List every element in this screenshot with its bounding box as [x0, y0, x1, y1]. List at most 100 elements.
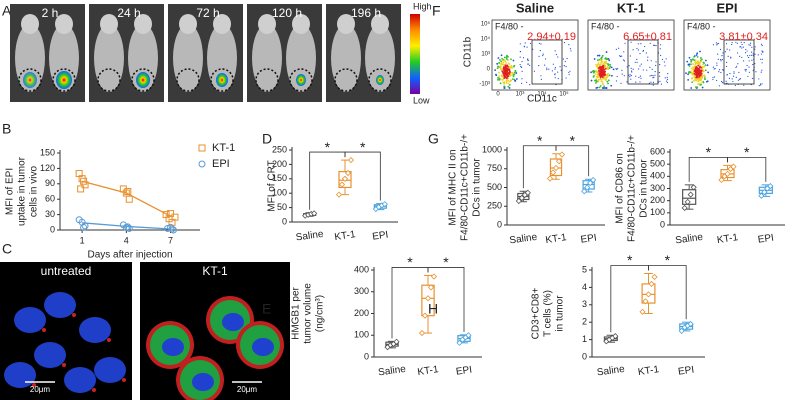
y-tick-label: 300 [650, 183, 665, 193]
mouse-body [173, 24, 203, 92]
flow-dot [752, 63, 754, 66]
y-axis-label: MFI of CD86 on [615, 153, 626, 224]
flow-dot [521, 82, 523, 84]
nucleus [162, 338, 184, 356]
flow-dot [569, 48, 572, 50]
group-title: EPI [717, 0, 738, 15]
flow-dot [599, 70, 602, 73]
y-tick-label: 0 [364, 351, 369, 361]
mouse-body [15, 24, 45, 92]
flow-dot [695, 70, 698, 73]
flow-x-tick: 10³ [516, 92, 525, 98]
flow-dot [716, 62, 718, 64]
flow-dot [562, 58, 564, 60]
flow-dot [718, 69, 721, 71]
flow-dot [741, 43, 743, 46]
y-tick-label: 150 [40, 147, 55, 157]
point [639, 308, 646, 315]
flow-dot [692, 68, 695, 70]
flow-dot [610, 84, 613, 87]
y-tick-label: 0 [50, 224, 55, 234]
flow-dot [661, 58, 664, 61]
flow-dot [494, 69, 497, 72]
flow-dot [546, 67, 548, 69]
point [77, 185, 85, 193]
y-tick-label: 120 [40, 163, 55, 173]
flow-dot [751, 46, 753, 48]
flow-dot [507, 77, 510, 80]
flow-dot [755, 71, 757, 73]
nucleus [34, 342, 66, 368]
flow-dot [630, 67, 632, 70]
flow-dot [694, 59, 697, 62]
y-axis-label: MFI of CRT [267, 160, 278, 211]
point [335, 191, 343, 198]
y-tick-label: 750 [487, 163, 502, 173]
flow-dot [663, 61, 665, 63]
flow-dot [648, 82, 651, 84]
flow-dot [698, 82, 701, 85]
flow-dot [542, 54, 544, 57]
point [687, 191, 694, 198]
flow-dot [593, 70, 596, 72]
flow-dot [513, 73, 516, 76]
flow-dot [501, 79, 504, 81]
flow-dot [760, 71, 762, 73]
flow-dot [602, 83, 604, 86]
flow-plot: Saline F4/80 -2.94±0.19 [491, 0, 579, 91]
y-tick-label: 5 [582, 264, 587, 274]
x-tick-label: EPI [372, 230, 389, 243]
flow-dot [737, 79, 740, 81]
point [81, 222, 89, 230]
point [758, 192, 765, 199]
flow-dot [748, 66, 750, 68]
point [546, 175, 554, 182]
flow-dot [512, 75, 515, 78]
flow-dot [691, 81, 694, 84]
flow-dot [513, 64, 516, 67]
flow-dot [712, 66, 714, 68]
flow-dot [539, 50, 541, 52]
flow-dot [754, 46, 756, 48]
flow-dot [609, 63, 612, 66]
flow-dot [607, 79, 610, 82]
flow-dot [652, 75, 654, 77]
flow-dot [570, 50, 572, 52]
flow-dot [544, 64, 546, 66]
flow-dot [691, 73, 694, 76]
y-tick-label: 400 [354, 264, 369, 274]
flow-dot [717, 58, 719, 60]
flow-dot [699, 69, 701, 72]
flow-dot [747, 56, 750, 59]
flow-x-tick: 10⁴ [537, 91, 547, 98]
flow-dot [736, 65, 738, 67]
flow-dot [697, 79, 700, 82]
flow-dot [498, 61, 501, 64]
nucleus [222, 313, 244, 331]
flow-dot [498, 77, 501, 80]
flow-dot [717, 43, 719, 45]
flow-dot [597, 62, 600, 64]
flow-dot [727, 55, 729, 57]
flow-dot [606, 75, 609, 78]
flow-dot [594, 82, 597, 84]
flow-dot [726, 61, 728, 63]
flow-dot [692, 58, 694, 61]
flow-dot [721, 82, 724, 84]
y-tick-label: 0 [582, 351, 587, 361]
spot [92, 388, 96, 392]
flow-dot [563, 42, 566, 44]
flow-dot [726, 48, 728, 50]
mouse-body [365, 24, 395, 92]
flow-dot [699, 71, 701, 74]
flow-dot [659, 44, 662, 46]
flow-dot [664, 65, 666, 67]
mouse-body [128, 24, 158, 92]
flow-dot [659, 64, 661, 66]
flow-dot [607, 58, 610, 60]
flow-dot [603, 85, 606, 88]
flow-dot [653, 76, 655, 78]
x-tick-label: Saline [295, 229, 324, 244]
time-label: 72 h [196, 6, 219, 20]
flow-dot [565, 77, 567, 79]
